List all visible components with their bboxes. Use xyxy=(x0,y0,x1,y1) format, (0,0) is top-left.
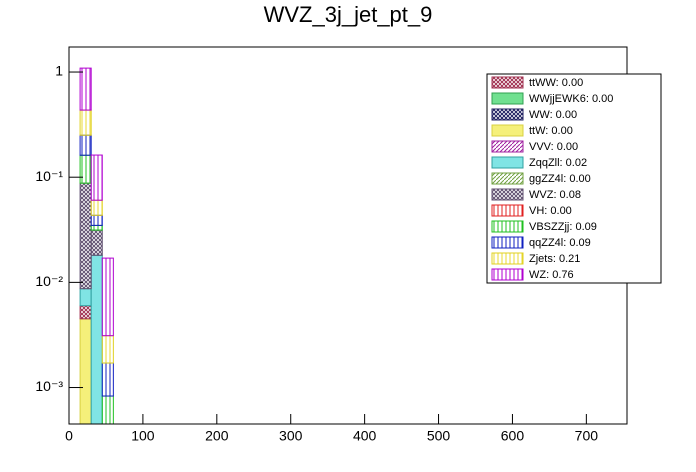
y-tick-label: 10⁻² xyxy=(35,273,63,289)
bar-segment xyxy=(90,199,103,216)
x-tick-label: 700 xyxy=(575,428,599,444)
bar-segment xyxy=(90,254,103,425)
legend-label: Zjets: 0.21 xyxy=(529,253,580,265)
legend-label: ggZZ4l: 0.00 xyxy=(529,173,591,185)
bar-segment xyxy=(90,229,103,256)
legend-label: ttWW: 0.00 xyxy=(529,77,583,89)
legend-swatch xyxy=(491,140,524,153)
legend-label: WZ: 0.76 xyxy=(529,269,574,281)
legend-label: WWjjEWK6: 0.00 xyxy=(529,93,613,105)
bar-segment xyxy=(90,214,103,226)
bar-segment xyxy=(79,109,92,136)
legend-label: VH: 0.00 xyxy=(529,205,572,217)
y-tick-label: 10⁻³ xyxy=(35,378,63,394)
legend-swatch xyxy=(491,92,524,105)
bar-segment xyxy=(79,288,92,307)
legend-swatch xyxy=(491,156,524,169)
x-tick-label: 200 xyxy=(205,428,229,444)
bar-segment xyxy=(90,224,103,231)
x-tick-label: 100 xyxy=(131,428,155,444)
bar-segment xyxy=(79,318,92,425)
legend-swatch xyxy=(491,252,524,265)
legend-label: WVZ: 0.08 xyxy=(529,189,581,201)
chart-title: WVZ_3j_jet_pt_9 xyxy=(264,2,433,27)
x-tick-label: 600 xyxy=(501,428,525,444)
x-tick-label: 0 xyxy=(65,428,73,444)
legend-swatch xyxy=(491,188,524,201)
bar-segment xyxy=(79,67,92,111)
y-tick-label: 10⁻¹ xyxy=(35,168,63,184)
x-tick-label: 300 xyxy=(279,428,303,444)
bar-segment xyxy=(79,134,92,156)
legend-label: VVV: 0.00 xyxy=(529,141,578,153)
legend-swatch xyxy=(491,268,524,281)
legend-label: VBSZZjj: 0.09 xyxy=(529,221,597,233)
legend-label: WW: 0.00 xyxy=(529,109,577,121)
legend-label: qqZZ4l: 0.09 xyxy=(529,237,591,249)
legend-swatch xyxy=(491,108,524,121)
bar-segment xyxy=(79,182,92,290)
legend-swatch xyxy=(491,220,524,233)
legend-label: ZqqZll: 0.02 xyxy=(529,157,587,169)
legend-swatch xyxy=(491,236,524,249)
y-tick-label: 1 xyxy=(55,63,63,79)
legend-swatch xyxy=(491,76,524,89)
legend-swatch xyxy=(491,124,524,137)
legend-swatch xyxy=(491,204,524,217)
bar-segment xyxy=(79,305,92,320)
bar-segment xyxy=(101,257,114,337)
legend-label: ttW: 0.00 xyxy=(529,125,573,137)
bar-segment xyxy=(79,154,92,184)
bar-segment xyxy=(90,154,103,201)
x-tick-label: 500 xyxy=(427,428,451,444)
legend-swatch xyxy=(491,172,524,185)
bar-segment xyxy=(101,395,114,425)
bar-segment xyxy=(101,362,114,397)
x-tick-label: 400 xyxy=(353,428,377,444)
bar-segment xyxy=(101,335,114,364)
